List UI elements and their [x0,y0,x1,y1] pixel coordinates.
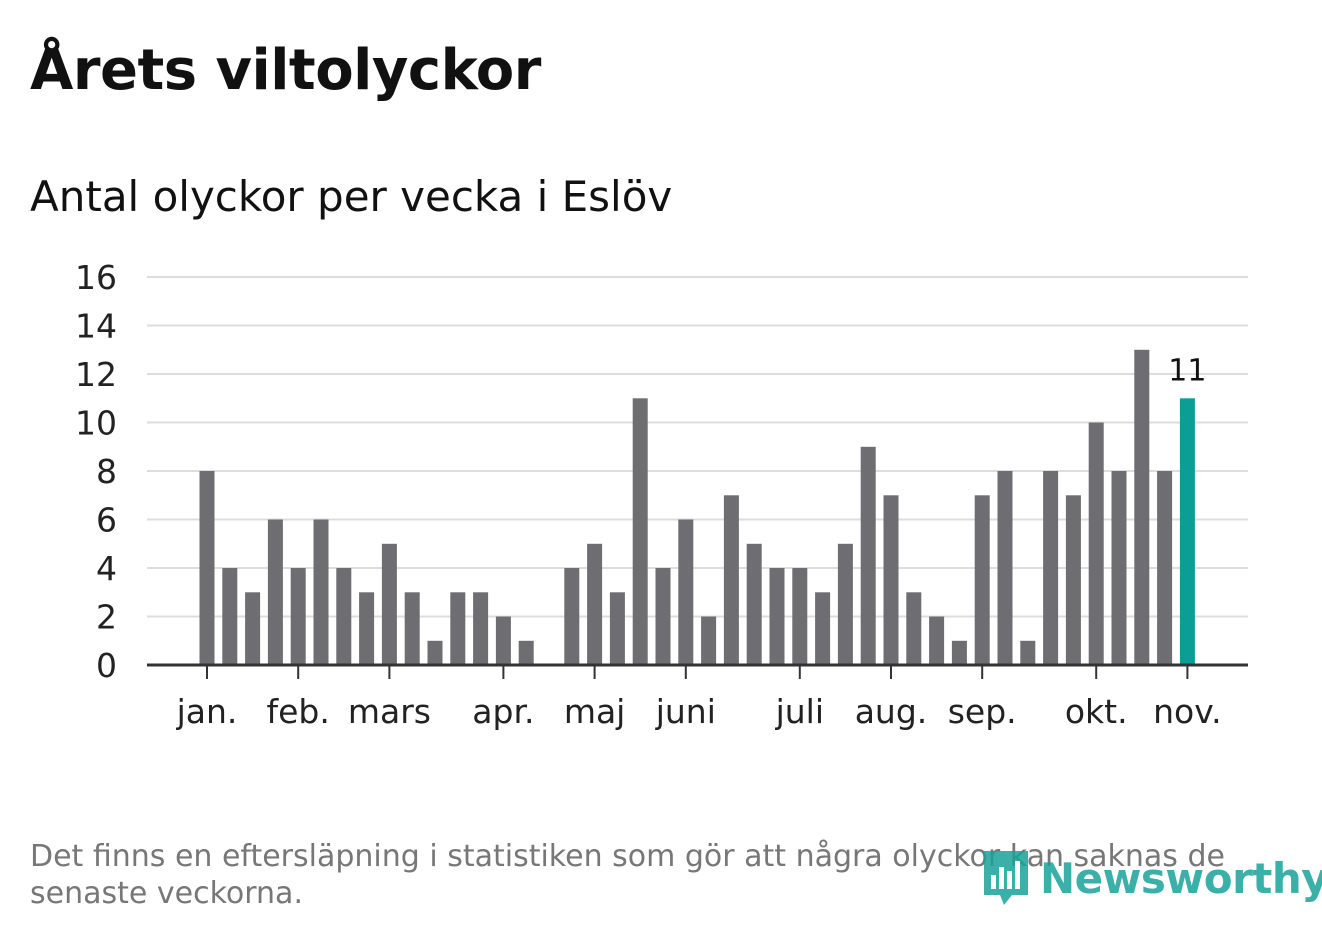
bar [290,568,306,665]
bar [359,592,375,666]
bar [837,543,853,666]
x-tick-label: sep. [948,692,1017,731]
y-tick-label: 8 [96,452,117,491]
bar [929,616,945,665]
bar [564,568,580,665]
brand-name: Newsworthy [1040,853,1322,903]
newsworthy-logo: Newsworthy [980,846,1322,910]
x-tick-label: juli [775,692,824,731]
x-tick-label: maj [564,692,626,731]
bar [860,446,876,666]
bar [199,471,215,665]
bar [1020,640,1036,666]
y-tick-label: 0 [96,646,117,685]
bar [495,616,511,665]
bar [245,592,261,666]
bar [473,592,489,666]
x-tick-label: jan. [176,692,238,731]
x-tick-label: nov. [1153,692,1222,731]
y-tick-label: 12 [75,355,117,394]
bar [587,543,603,666]
x-tick-label: feb. [267,692,330,731]
bar [222,568,238,665]
chart-bubble-icon [984,851,1028,905]
y-tick-label: 14 [75,307,117,346]
bar-chart: 0 2 4 6 8 10 12 14 16 jan. feb. mars apr. maj juni juli… [75,258,1248,731]
bar [883,495,899,666]
bar [518,640,534,666]
highlight-bar [1179,398,1195,666]
chart-title: Årets viltolyckor [30,38,541,103]
bar [609,592,625,666]
y-tick-label: 2 [96,598,117,637]
x-tick-label: juni [655,692,716,731]
bar [1065,495,1081,666]
bar [723,495,739,666]
bar [1043,471,1059,665]
y-tick-label: 6 [96,501,117,540]
bar [701,616,717,665]
bar [974,495,990,666]
bar [678,519,694,665]
bar [997,471,1013,665]
bar [951,640,967,666]
bar [746,543,762,666]
bar [404,592,420,666]
bar [450,592,466,666]
bar [906,592,922,666]
bar [815,592,831,666]
x-tick-label: okt. [1065,692,1128,731]
y-tick-label: 4 [96,549,117,588]
x-tick-label: mars [348,692,431,731]
bar [427,640,443,666]
bar [381,543,397,666]
highlight-value-label: 11 [1168,353,1206,388]
bar [1111,471,1127,665]
bar [792,568,808,665]
x-tick-label: aug. [855,692,928,731]
y-tick-label: 10 [75,404,117,443]
y-tick-label: 16 [75,258,117,297]
bar [267,519,283,665]
x-tick-label: apr. [472,692,534,731]
bar [632,398,648,666]
bar [336,568,352,665]
bar [1088,422,1104,665]
bar [655,568,671,665]
bar [1134,349,1150,666]
bar [313,519,329,665]
bar [1157,471,1173,665]
bar [769,568,785,665]
chart-subtitle: Antal olyckor per vecka i Eslöv [30,172,673,221]
